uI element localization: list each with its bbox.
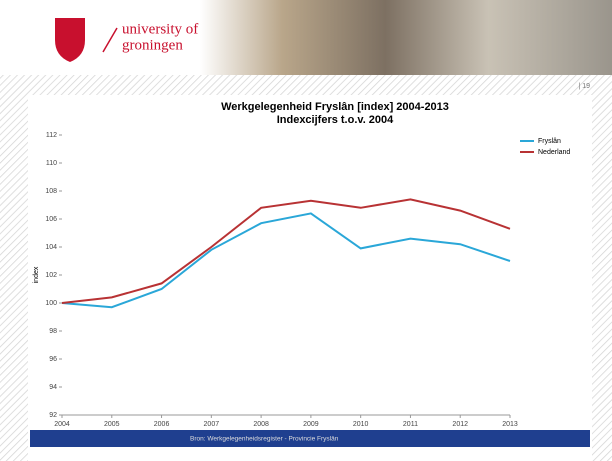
hatch-left	[0, 95, 28, 461]
legend-label: Fryslân	[538, 138, 561, 145]
line-series	[61, 198, 511, 304]
x-tick-label: 2013	[502, 421, 518, 428]
y-tick-label: 108	[45, 188, 57, 195]
y-tick-label: 110	[46, 160, 57, 167]
x-tick-label: 2008	[253, 421, 269, 428]
x-tick-label: 2011	[403, 421, 418, 428]
university-text: university of	[122, 21, 198, 37]
x-tick-label: 2010	[353, 421, 369, 428]
slide-number: | 19	[578, 83, 590, 90]
footer-bar	[30, 430, 590, 447]
chart-title: Werkgelegenheid Fryslân [index] 2004-201…	[221, 101, 449, 113]
x-tick-label: 2005	[104, 421, 120, 428]
chart-subtitle: Indexcijfers t.o.v. 2004	[277, 114, 394, 126]
y-tick-label: 104	[45, 244, 57, 251]
line-series	[61, 212, 511, 309]
y-tick-label: 98	[49, 328, 57, 335]
y-tick-label: 100	[45, 300, 57, 307]
source: Bron: Werkgelegenheidsregister - Provinc…	[190, 436, 339, 443]
y-tick-label: 112	[46, 132, 57, 139]
y-tick-label: 92	[49, 412, 57, 419]
y-axis-label: index	[33, 266, 40, 283]
logo-slash	[102, 27, 118, 53]
x-tick-label: 2004	[54, 421, 70, 428]
groningen-text: groningen	[122, 37, 183, 53]
hatch-band	[0, 75, 612, 95]
y-tick-label: 106	[45, 216, 57, 223]
header-photo	[200, 0, 612, 75]
hatch-right	[592, 95, 612, 461]
x-tick-label: 2006	[154, 421, 170, 428]
logo-shield	[55, 18, 85, 62]
legend-label: Nederland	[538, 149, 570, 156]
x-tick-label: 2007	[204, 421, 220, 428]
y-tick-label: 94	[49, 384, 57, 391]
y-tick-label: 96	[49, 356, 57, 363]
y-tick-label: 102	[45, 272, 57, 279]
x-tick-label: 2009	[303, 421, 319, 428]
x-tick-label: 2012	[452, 421, 468, 428]
